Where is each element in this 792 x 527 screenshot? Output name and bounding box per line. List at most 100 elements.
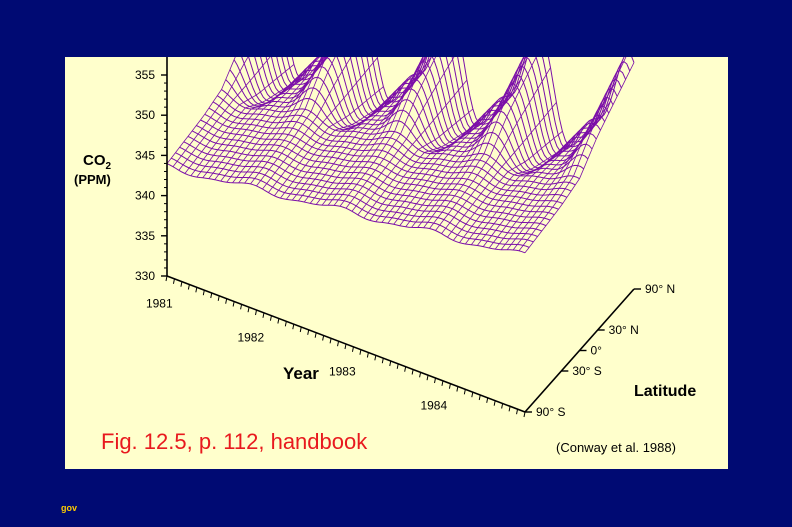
mesh-time-line	[280, 100, 390, 199]
year-minor-tick	[374, 355, 377, 361]
year-minor-tick	[225, 298, 228, 304]
z-tick-label: 330	[135, 269, 155, 283]
latitude-tick-label: 30° N	[609, 323, 639, 337]
mesh-time-line	[274, 86, 384, 197]
year-minor-tick	[411, 369, 414, 375]
year-minor-tick	[180, 281, 183, 287]
year-minor-tick	[493, 400, 496, 406]
year-minor-tick	[501, 403, 504, 409]
year-minor-tick	[217, 295, 220, 301]
mesh-time-line	[166, 57, 236, 164]
year-tick-label: 1984	[420, 398, 447, 412]
mesh-time-line	[351, 57, 455, 212]
axes	[161, 57, 641, 418]
mesh-time-line	[202, 66, 313, 179]
year-tick-label: 1982	[237, 330, 264, 344]
year-minor-tick	[351, 346, 354, 352]
mesh-time-line	[381, 110, 492, 223]
year-minor-tick	[299, 326, 302, 333]
mesh-time-line	[506, 81, 617, 251]
mesh-time-line	[262, 57, 352, 190]
mesh-time-line	[435, 57, 537, 231]
year-minor-tick	[307, 329, 310, 335]
year-minor-tick	[202, 290, 205, 296]
tick-labels: 330 335 340 345 350 355 1981 1982 1983 1984 90° S 3…	[135, 68, 675, 419]
mesh-time-line	[363, 108, 474, 219]
mesh-time-line	[226, 57, 329, 183]
year-minor-tick	[322, 335, 325, 341]
mesh-time-line	[232, 57, 327, 184]
mesh-time-line	[256, 57, 336, 187]
year-minor-tick	[471, 392, 474, 398]
mesh-time-line	[333, 57, 424, 206]
year-tick-label: 1981	[146, 296, 173, 310]
mesh-time-line	[184, 64, 295, 174]
z-axis-unit: (PPM)	[74, 172, 111, 187]
year-minor-tick	[195, 287, 198, 293]
figure-caption: Fig. 12.5, p. 112, handbook	[101, 429, 368, 454]
mesh-time-line	[459, 144, 569, 243]
year-minor-tick	[284, 321, 287, 327]
year-minor-tick	[478, 394, 481, 401]
year-minor-tick	[277, 318, 280, 324]
mesh-time-line	[327, 57, 426, 206]
mesh-time-line	[357, 79, 468, 216]
mesh-time-line	[220, 57, 326, 182]
mesh-time-line	[464, 143, 575, 245]
mesh-latitude-line	[166, 163, 526, 254]
year-minor-tick	[448, 383, 451, 389]
mesh-time-line	[250, 57, 327, 185]
mesh-time-line	[285, 98, 396, 200]
year-minor-tick	[232, 301, 235, 307]
year-minor-tick	[292, 324, 295, 330]
year-minor-tick	[344, 343, 347, 350]
footer-tag: gov	[61, 503, 78, 513]
mesh-time-line	[399, 95, 509, 226]
mesh-time-line	[244, 57, 323, 184]
mesh-time-line	[518, 57, 627, 252]
mesh-time-line	[453, 130, 563, 241]
mesh-time-line	[494, 114, 605, 250]
mesh-time-line	[500, 101, 611, 250]
mesh-time-line	[476, 123, 587, 246]
year-minor-tick	[441, 380, 444, 386]
year-minor-tick	[426, 375, 429, 381]
year-minor-tick	[210, 292, 213, 299]
year-minor-tick	[508, 406, 511, 412]
latitude-tick-label: 0°	[591, 344, 603, 358]
z-tick-label: 340	[135, 189, 155, 203]
mesh-time-line	[268, 57, 378, 193]
mesh-time-line	[482, 118, 593, 247]
year-minor-tick	[329, 338, 332, 344]
year-minor-tick	[314, 332, 317, 338]
mesh-time-line	[172, 57, 249, 167]
latitude-axis-title: Latitude	[634, 383, 696, 400]
mesh-time-line	[190, 78, 301, 177]
year-minor-tick	[523, 411, 526, 418]
mesh-time-line	[303, 74, 414, 203]
year-minor-tick	[486, 397, 489, 403]
z-tick-label: 345	[135, 148, 155, 162]
year-minor-tick	[396, 363, 399, 369]
year-minor-tick	[359, 349, 362, 355]
mesh-time-line	[291, 88, 402, 201]
latitude-tick-label: 30° S	[572, 364, 601, 378]
chart-panel: 330 335 340 345 350 355 1981 1982 1983 1984 90° S 3…	[65, 57, 728, 469]
year-minor-tick	[262, 312, 265, 318]
year-tick-label: 1983	[329, 364, 356, 378]
mesh-time-line	[524, 62, 635, 254]
mesh-time-line	[178, 57, 271, 171]
mesh-time-line	[321, 57, 432, 206]
year-minor-tick	[247, 307, 250, 313]
z-tick-label: 350	[135, 108, 155, 122]
mesh-time-line	[411, 79, 521, 228]
mesh-time-line	[447, 102, 557, 238]
mesh-time-line	[429, 57, 527, 229]
mesh-latitude-line	[276, 57, 622, 155]
mesh-time-line	[441, 67, 551, 234]
mesh-time-line	[512, 61, 623, 251]
year-minor-tick	[269, 315, 272, 321]
year-minor-tick	[240, 304, 243, 310]
year-axis-title: Year	[283, 364, 319, 383]
mesh-time-line	[417, 58, 527, 228]
